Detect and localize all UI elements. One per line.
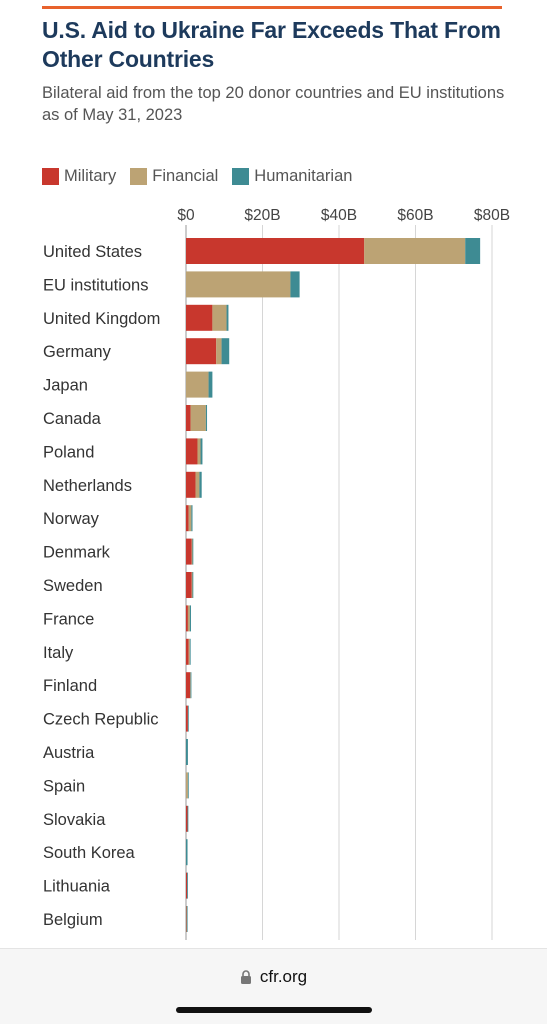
bar-segment-military [186,705,188,732]
bar-segment-humanitarian [187,705,189,732]
legend-item-financial: Financial [130,167,218,186]
bar-segment-humanitarian [226,304,229,331]
bar-segment-humanitarian [187,772,189,799]
lock-icon [240,970,251,984]
bar-segment-military [186,805,188,832]
category-label: Belgium [43,911,103,929]
bar-segment-humanitarian [200,438,203,465]
bar-segment-financial [186,271,291,298]
category-label: Canada [43,410,102,428]
legend-item-humanitarian: Humanitarian [232,167,352,186]
browser-footer: cfr.org [0,948,547,1024]
bar-segment-humanitarian [192,538,194,565]
category-label: Poland [43,443,94,461]
legend-swatch-military [42,167,59,185]
url-bar[interactable]: cfr.org [0,967,547,987]
bar-segment-humanitarian [186,839,188,866]
bar-segment-financial [216,338,222,365]
bar-segment-military [186,405,191,431]
category-label: Slovakia [43,811,106,829]
x-tick-label: $80B [474,207,510,224]
category-label: United States [43,243,142,261]
category-label: Spain [43,777,85,795]
chart-legend: Military Financial Humanitarian [42,165,366,187]
category-label: EU institutions [43,276,148,294]
bar-segment-financial [191,538,193,565]
bar-segment-military [186,538,192,565]
bar-segment-humanitarian [186,906,188,932]
bar-segment-humanitarian [290,271,300,298]
x-tick-label: $20B [244,207,280,224]
bar-segment-financial [191,572,193,598]
category-label: Finland [43,677,97,695]
legend-label-financial: Financial [152,166,219,185]
bar-segment-humanitarian [205,405,208,431]
x-tick-label: $0 [177,207,195,224]
bar-segment-humanitarian [191,505,193,532]
x-tick-label: $60B [397,207,433,224]
bar-segment-financial [212,304,227,331]
bar-segment-financial [364,238,466,264]
category-label: Sweden [43,577,103,595]
legend-swatch-financial [130,167,148,185]
category-label: Italy [43,644,74,662]
url-text: cfr.org [259,967,308,986]
bar-segment-humanitarian [190,672,192,699]
bar-segment-military [186,638,189,665]
home-indicator[interactable] [176,1007,372,1013]
bar-segment-humanitarian [465,238,481,264]
bar-segment-humanitarian [199,471,202,498]
category-label: Norway [43,510,100,528]
chart-title: U.S. Aid to Ukraine Far Exceeds That Fro… [42,17,501,72]
bar-segment-military [186,505,189,532]
bar-segment-military [186,672,191,699]
category-label: Denmark [43,544,111,562]
bar-segment-humanitarian [221,338,230,365]
legend-swatch-humanitarian [232,167,250,185]
bar-segment-military [186,304,213,331]
category-label: France [43,610,94,628]
bar-segment-humanitarian [186,739,188,765]
bar-segment-humanitarian [208,371,213,398]
bar-segment-humanitarian [187,872,188,899]
category-label: Czech Republic [43,711,159,729]
x-tick-label: $40B [321,207,357,224]
chart-subtitle: Bilateral aid from the top 20 donor coun… [42,84,505,124]
bar-segment-military [186,238,365,264]
bar-segment-humanitarian [189,605,191,632]
bar-segment-financial [190,405,206,431]
bar-segment-military [186,471,196,498]
bar-segment-military [186,338,217,365]
bar-segment-financial [188,505,192,532]
bar-segment-military [186,872,188,899]
bar-segment-humanitarian [192,572,194,598]
bar-segment-financial [186,772,188,799]
category-label: Austria [43,744,95,762]
bar-segment-military [186,572,192,598]
legend-item-military: Military [42,167,116,186]
category-label: Netherlands [43,477,132,495]
legend-label-military: Military [64,166,117,185]
stacked-bar-chart: $0 $20B $40B $60B $80B United States EU instit… [43,207,510,940]
bar-segment-financial [187,605,190,632]
bar-segment-financial [186,371,209,398]
category-label: Japan [43,377,88,395]
legend-label-humanitarian: Humanitarian [254,166,353,185]
bar-segment-financial [188,638,190,665]
category-label: Germany [43,343,112,361]
category-label: Lithuania [43,878,111,896]
bar-segment-financial [195,471,200,498]
bar-segment-humanitarian [187,805,189,832]
accent-bar [42,6,502,9]
bar-segment-humanitarian [189,638,191,665]
bar-segment-military [186,605,188,632]
bar-segment-military [186,438,198,465]
category-label: South Korea [43,844,136,862]
category-label: United Kingdom [43,310,160,328]
bar-segment-financial [197,438,201,465]
